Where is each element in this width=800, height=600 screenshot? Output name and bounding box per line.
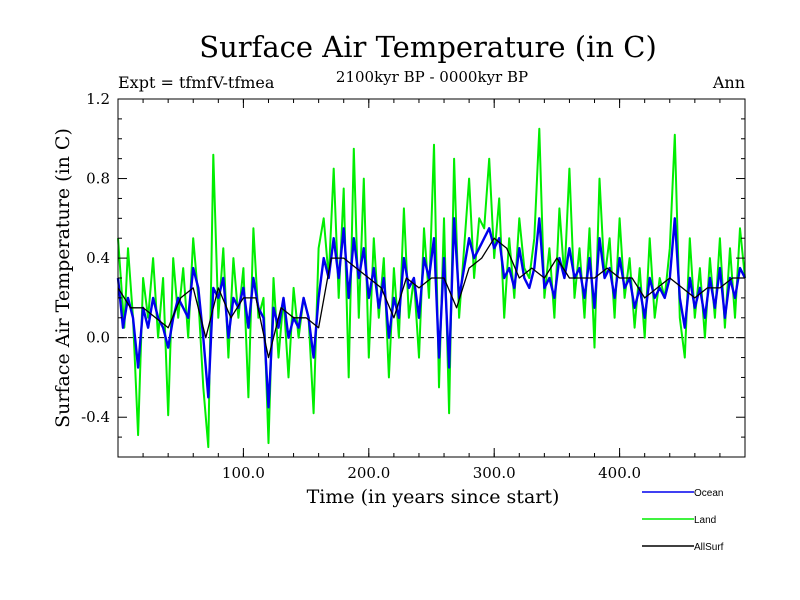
plot-area: 100.0 200.0 300.0 400.0 -0.4 0.0 0.4 0.8 1.2 xyxy=(81,90,747,482)
series-line-land xyxy=(117,127,746,449)
y-tick-label: 0.0 xyxy=(86,329,110,347)
y-tick-label: 0.8 xyxy=(86,170,110,188)
x-tick-label: 200.0 xyxy=(347,464,390,482)
legend: Ocean Land AllSurf xyxy=(642,488,724,553)
y-tick-label: -0.4 xyxy=(81,408,110,426)
y-tick-label: 0.4 xyxy=(86,249,110,267)
x-axis-label: Time (in years since start) xyxy=(307,486,560,508)
ticks-layer: 100.0 200.0 300.0 400.0 -0.4 0.0 0.4 0.8 1.2 xyxy=(81,90,745,482)
chart-title: Surface Air Temperature (in C) xyxy=(199,30,657,64)
x-tick-label: 300.0 xyxy=(473,464,516,482)
legend-label-land: Land xyxy=(694,515,716,526)
season-label: Ann xyxy=(712,73,745,92)
series-layer xyxy=(116,127,747,449)
series-line-allsurf xyxy=(117,237,745,359)
series-line-ocean xyxy=(116,217,747,409)
y-tick-label: 1.2 xyxy=(86,90,110,108)
x-tick-label: 400.0 xyxy=(598,464,641,482)
chart-subtitle: 2100kyr BP - 0000kyr BP xyxy=(336,68,528,86)
x-tick-label: 100.0 xyxy=(222,464,265,482)
legend-label-allsurf: AllSurf xyxy=(694,542,724,553)
y-axis-label: Surface Air Temperature (in C) xyxy=(52,128,74,428)
experiment-label: Expt = tfmfV-tfmea xyxy=(118,73,275,92)
legend-label-ocean: Ocean xyxy=(694,488,723,499)
